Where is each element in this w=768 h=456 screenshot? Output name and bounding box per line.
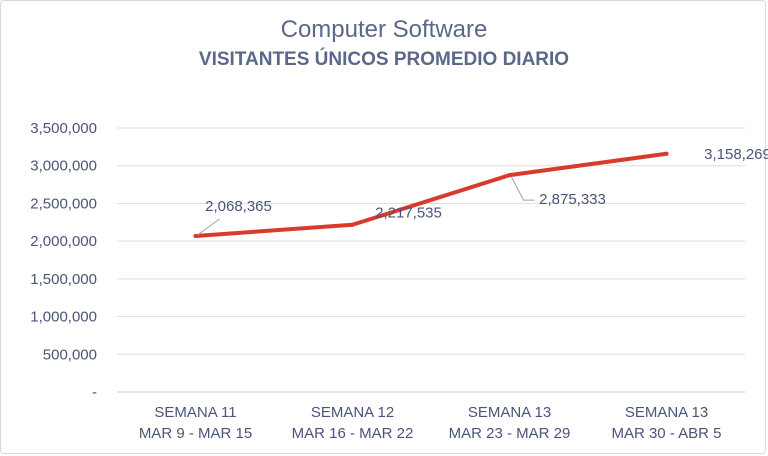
y-tick-label: 2,500,000 [30,195,97,212]
x-category-label: SEMANA 12 [311,404,394,421]
leader-line [511,176,535,201]
chart-title: Computer Software [280,16,488,43]
data-label: 2,875,333 [539,191,606,208]
x-category-label: SEMANA 11 [154,404,236,421]
data-point [664,151,669,156]
y-tick-label: - [92,384,97,401]
y-tick-label: 2,000,000 [30,233,97,250]
y-tick-label: 1,500,000 [30,271,97,288]
y-tick-label: 3,000,000 [30,158,97,175]
x-category-label: MAR 9 - MAR 15 [139,425,252,442]
series-line [193,151,669,238]
data-label: 3,158,269 [704,146,768,163]
x-category-label: MAR 23 - MAR 29 [449,425,571,442]
leader-line [197,218,220,236]
data-label: 2,217,535 [375,205,442,222]
x-category-label: SEMANA 13 [625,404,708,421]
data-point [350,222,355,227]
data-labels: 2,068,365 2,217,535 2,875,333 3,158,269 [197,146,768,236]
x-category-label: SEMANA 13 [468,404,551,421]
data-label: 2,068,365 [205,198,272,215]
chart-subtitle: VISITANTES ÚNICOS PROMEDIO DIARIO [198,49,570,70]
data-point [507,173,512,178]
series-layer [193,151,669,238]
y-axis-tick-labels: - 500,000 1,000,000 1,500,000 2,000,000 2,500… [30,120,97,401]
y-tick-label: 1,000,000 [30,309,97,326]
gridlines [117,127,745,393]
x-axis-category-labels: SEMANA 11 MAR 9 - MAR 15 SEMANA 12 MAR 16 -… [139,404,722,442]
y-tick-label: 3,500,000 [30,120,97,137]
data-point [193,233,198,238]
x-category-label: MAR 16 - MAR 22 [292,425,414,442]
x-category-label: MAR 30 - ABR 5 [611,425,721,442]
y-tick-label: 500,000 [43,346,97,363]
